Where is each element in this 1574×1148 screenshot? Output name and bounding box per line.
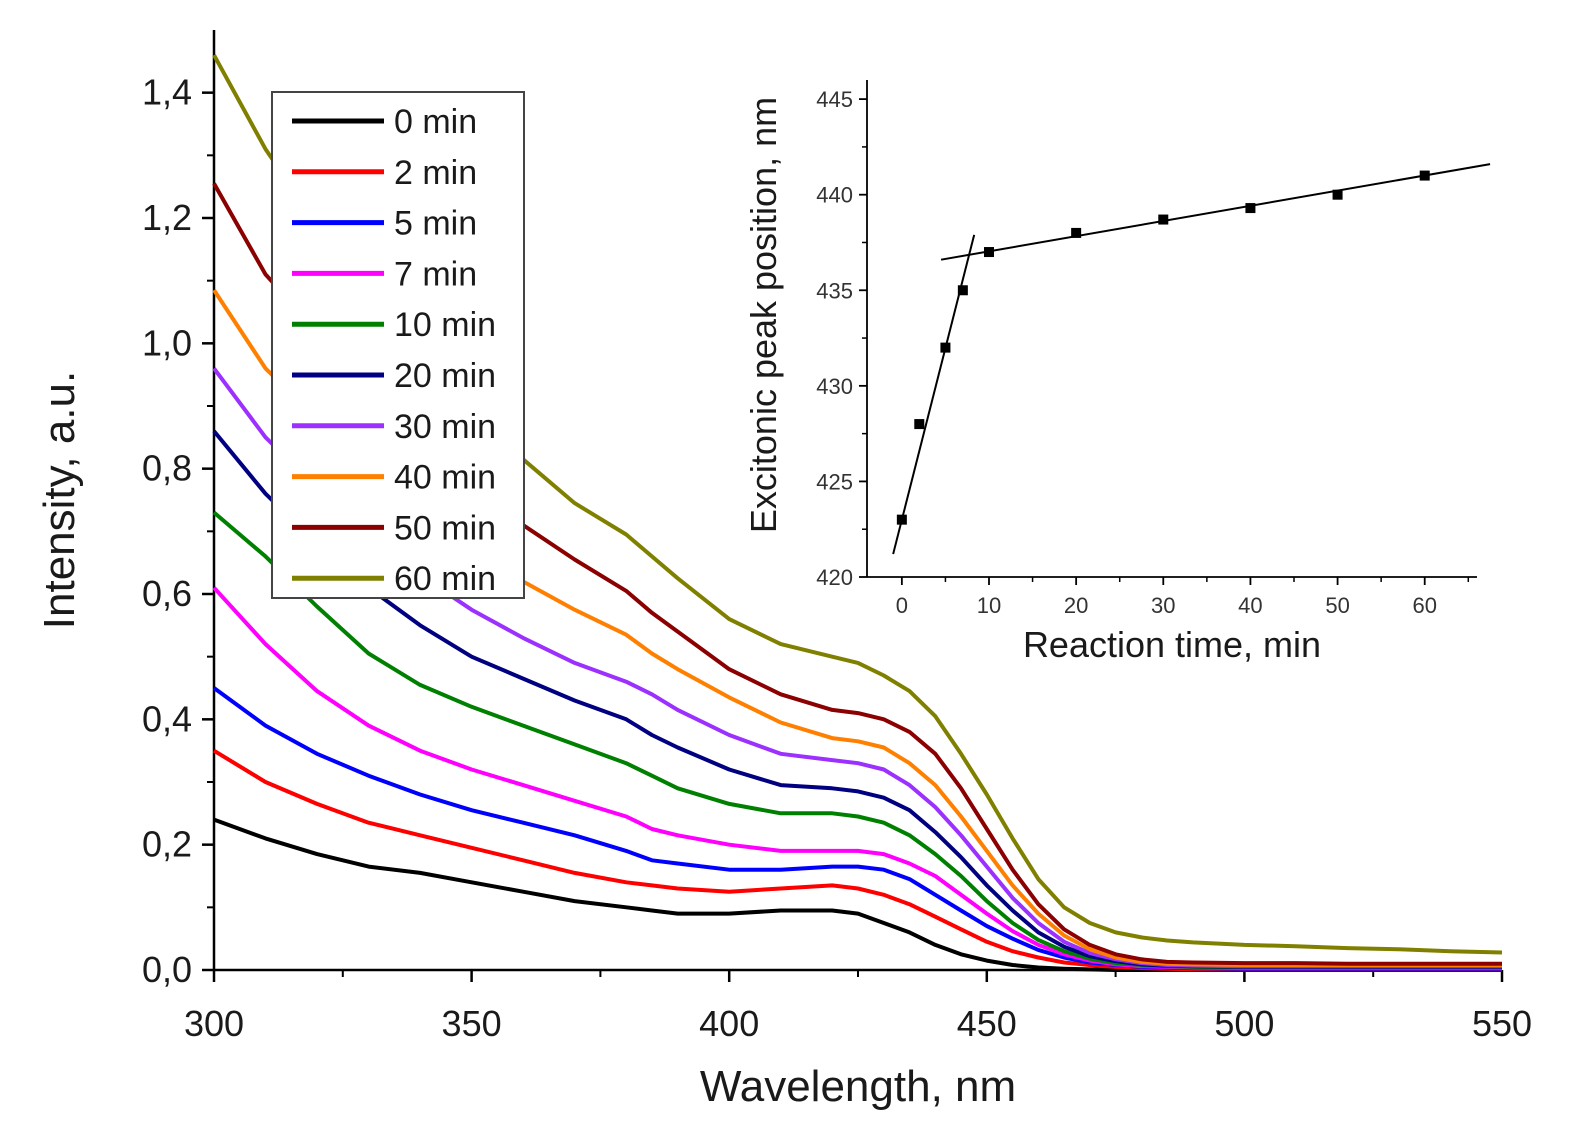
main-y-tick-label: 0,6 — [142, 573, 192, 614]
inset-point-5 — [1071, 227, 1082, 238]
main-x-tick-label: 400 — [699, 1003, 759, 1044]
inset-y-tick-label: 440 — [816, 183, 853, 208]
inset-x-tick-label: 20 — [1064, 593, 1088, 618]
inset-x-tick-label: 40 — [1238, 593, 1262, 618]
main-x-ticks: 300 350 400 450 500 550 — [184, 970, 1532, 1044]
legend-label-3: 7 min — [394, 255, 477, 293]
main-x-tick-label: 300 — [184, 1003, 244, 1044]
inset-x-tick-label: 10 — [977, 593, 1001, 618]
main-x-tick-label: 550 — [1472, 1003, 1532, 1044]
legend-label-5: 20 min — [394, 357, 496, 395]
legend-label-6: 30 min — [394, 408, 496, 446]
legend-label-9: 60 min — [394, 560, 496, 598]
legend-label-4: 10 min — [394, 306, 496, 344]
legend-label-2: 5 min — [394, 205, 477, 243]
inset-chart: 420 425 430 435 440 445 0 10 20 30 40 50 60 Reactio… — [743, 80, 1491, 665]
main-y-tick-label: 0,0 — [142, 949, 192, 990]
inset-x-ticks: 0 10 20 30 40 50 60 — [896, 577, 1470, 618]
legend-label-7: 40 min — [394, 459, 496, 497]
legend-box — [271, 91, 525, 599]
inset-point-8 — [1332, 189, 1343, 200]
inset-y-tick-label: 430 — [816, 374, 853, 399]
inset-y-ticks: 420 425 430 435 440 445 — [816, 87, 867, 590]
main-y-tick-label: 0,8 — [142, 448, 192, 489]
inset-y-axis-label: Excitonic peak position, nm — [743, 97, 784, 533]
main-x-axis-label: Wavelength, nm — [700, 1062, 1016, 1111]
main-y-tick-label: 1,0 — [142, 322, 192, 363]
inset-point-2 — [940, 342, 951, 353]
legend-label-8: 50 min — [394, 509, 496, 547]
main-y-ticks: 0,0 0,2 0,4 0,6 0,8 1,0 1,2 1,4 — [142, 72, 214, 990]
main-x-tick-label: 450 — [957, 1003, 1017, 1044]
inset-y-tick-label: 425 — [816, 469, 853, 494]
legend-label-0: 0 min — [394, 103, 477, 141]
inset-y-tick-label: 420 — [816, 565, 853, 590]
main-y-tick-label: 1,4 — [142, 72, 192, 113]
inset-x-tick-label: 50 — [1325, 593, 1349, 618]
inset-point-6 — [1158, 214, 1169, 225]
main-y-tick-label: 0,4 — [142, 698, 192, 739]
series-line-1 — [212, 748, 1502, 972]
inset-points — [896, 170, 1430, 525]
inset-point-1 — [914, 419, 925, 430]
main-x-tick-label: 500 — [1214, 1003, 1274, 1044]
inset-point-3 — [957, 285, 968, 296]
main-x-tick-label: 350 — [442, 1003, 502, 1044]
inset-x-axis-label: Reaction time, min — [1023, 624, 1321, 665]
series-line-2 — [212, 686, 1502, 971]
legend-items: 0 min 2 min 5 min 7 min 10 min 20 min 30 min 40… — [292, 103, 496, 598]
inset-point-7 — [1245, 203, 1256, 214]
inset-y-tick-label: 445 — [816, 87, 853, 112]
main-y-axis-label: Intensity, a.u. — [35, 371, 84, 629]
inset-point-4 — [984, 247, 994, 258]
inset-x-tick-label: 60 — [1412, 593, 1436, 618]
inset-fit-lines — [892, 163, 1491, 555]
inset-y-tick-label: 435 — [816, 278, 853, 303]
inset-fit-line-0 — [892, 234, 976, 555]
legend: 0 min 2 min 5 min 7 min 10 min 20 min 30 min 40… — [271, 91, 525, 599]
main-y-tick-label: 1,2 — [142, 197, 192, 238]
inset-point-9 — [1419, 170, 1430, 181]
inset-point-0 — [896, 514, 907, 525]
inset-x-tick-label: 30 — [1151, 593, 1175, 618]
legend-label-1: 2 min — [394, 154, 477, 192]
inset-fit-line-1 — [940, 163, 1491, 261]
main-y-tick-label: 0,2 — [142, 824, 192, 865]
inset-x-tick-label: 0 — [896, 593, 908, 618]
